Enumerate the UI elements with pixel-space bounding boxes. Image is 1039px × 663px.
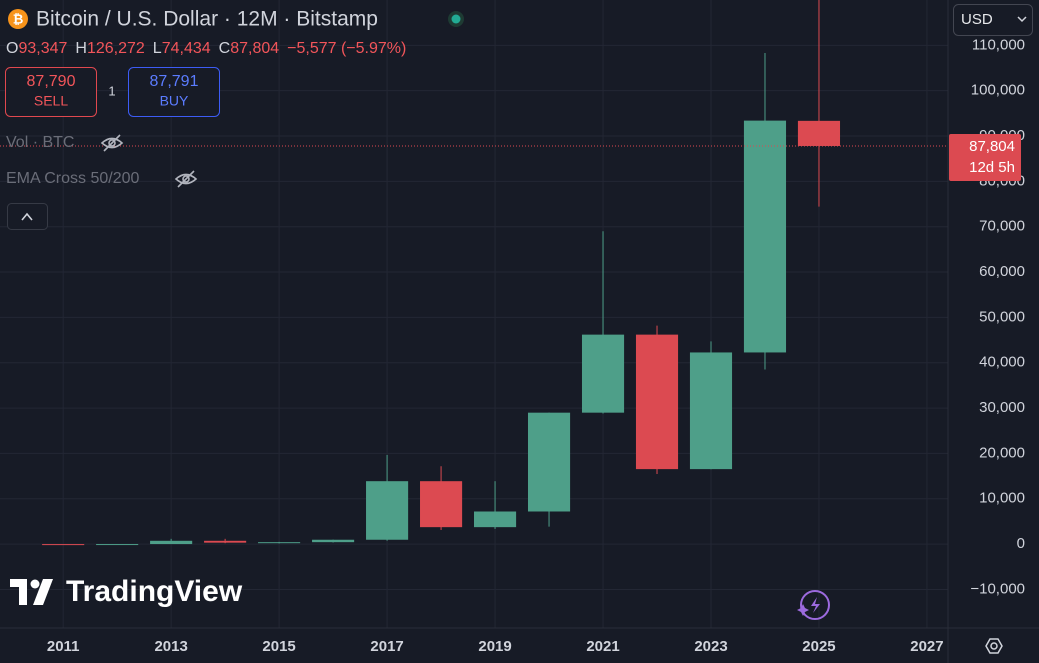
x-tick-label: 2025 bbox=[802, 638, 835, 655]
ohlc-key: O bbox=[6, 40, 18, 57]
x-tick-label: 2023 bbox=[694, 638, 727, 655]
axes: −10,000 0 10,000 20,000 30,000 40,000 50,000 60… bbox=[47, 36, 1025, 655]
coin-symbol: ₿ bbox=[13, 11, 24, 26]
y-tick-label: −10,000 bbox=[970, 580, 1025, 597]
symbol-title[interactable]: Bitcoin / U.S. Dollar · 12M · Bitstamp bbox=[36, 8, 378, 31]
y-tick-label: 50,000 bbox=[979, 308, 1025, 325]
last-price-label: 87,804 bbox=[969, 138, 1015, 155]
candle-body bbox=[42, 544, 85, 546]
last-price-badge bbox=[949, 133, 1021, 181]
countdown: 12d 5h bbox=[969, 159, 1015, 176]
hide-icon[interactable] bbox=[100, 134, 124, 152]
x-tick-label: 2027 bbox=[910, 638, 943, 655]
logo-text: TradingView bbox=[66, 575, 243, 608]
dropdown-arrow bbox=[1017, 16, 1027, 23]
sell-button[interactable] bbox=[5, 67, 97, 117]
sell-price: 87,790 bbox=[27, 73, 76, 90]
x-tick-label: 2011 bbox=[47, 638, 80, 655]
indicator-name[interactable]: Vol · BTC bbox=[6, 134, 74, 151]
candle-body bbox=[797, 120, 841, 146]
y-tick-label: 70,000 bbox=[979, 218, 1025, 235]
candle-body bbox=[743, 120, 787, 353]
x-tick-label: 2015 bbox=[262, 638, 295, 655]
buy-label: BUY bbox=[160, 93, 189, 109]
currency: USD bbox=[961, 11, 993, 28]
ohlc-value: 93,347 bbox=[18, 40, 67, 57]
candle-body bbox=[527, 412, 571, 512]
x-tick-label: 2019 bbox=[478, 638, 511, 655]
y-tick-label: 110,000 bbox=[972, 36, 1025, 53]
currency-select[interactable] bbox=[953, 4, 1033, 36]
candle-body bbox=[581, 334, 625, 413]
settings-icon[interactable] bbox=[985, 638, 1003, 654]
indicator-name[interactable]: EMA Cross 50/200 bbox=[6, 170, 140, 187]
sell-label: SELL bbox=[34, 93, 68, 109]
y-tick-label: 30,000 bbox=[979, 399, 1025, 416]
candle-body bbox=[150, 540, 193, 545]
candle-body bbox=[366, 481, 409, 540]
buy-button[interactable] bbox=[128, 67, 220, 117]
buy-price: 87,791 bbox=[150, 73, 199, 90]
y-tick-label: 0 bbox=[1017, 535, 1025, 552]
candle-body bbox=[96, 544, 139, 546]
candles bbox=[0, 0, 948, 546]
ohlc-value: 126,272 bbox=[87, 40, 145, 57]
quantity[interactable]: 1 bbox=[108, 83, 115, 98]
y-tick-label: 60,000 bbox=[979, 263, 1025, 280]
collapse-button[interactable] bbox=[7, 203, 48, 230]
y-tick-label: 40,000 bbox=[979, 354, 1025, 371]
change: −5,577 (−5.97%) bbox=[287, 40, 406, 57]
y-tick-label: 20,000 bbox=[979, 444, 1025, 461]
lightning-icon[interactable] bbox=[797, 590, 830, 620]
ohlc-value: 87,804 bbox=[230, 40, 279, 57]
hide-icon[interactable] bbox=[174, 170, 198, 188]
candle-body bbox=[474, 511, 517, 528]
candle-body bbox=[312, 539, 355, 543]
candle-body bbox=[258, 542, 301, 544]
candle-body bbox=[689, 352, 733, 470]
candle-body bbox=[420, 481, 463, 528]
x-tick-label: 2017 bbox=[370, 638, 403, 655]
chevron-up bbox=[21, 212, 33, 221]
candle-body bbox=[635, 334, 679, 470]
ohlc-key: C bbox=[219, 40, 231, 57]
ohlc-key: H bbox=[75, 40, 87, 57]
x-tick-label: 2013 bbox=[154, 638, 187, 655]
ohlc-legend: O93,347 H126,272 L74,434 C87,804 −5,577 (−5.… bbox=[6, 40, 406, 57]
y-tick-label: 100,000 bbox=[971, 82, 1025, 99]
ohlc-value: 74,434 bbox=[162, 40, 211, 57]
candle-body bbox=[204, 540, 247, 543]
logo-mark bbox=[10, 579, 53, 605]
grid bbox=[0, 0, 948, 628]
market-status[interactable] bbox=[451, 14, 461, 24]
x-tick-label: 2021 bbox=[586, 638, 619, 655]
y-tick-label: 10,000 bbox=[979, 490, 1025, 507]
ohlc-key: L bbox=[153, 40, 162, 57]
coin-icon bbox=[8, 9, 28, 29]
